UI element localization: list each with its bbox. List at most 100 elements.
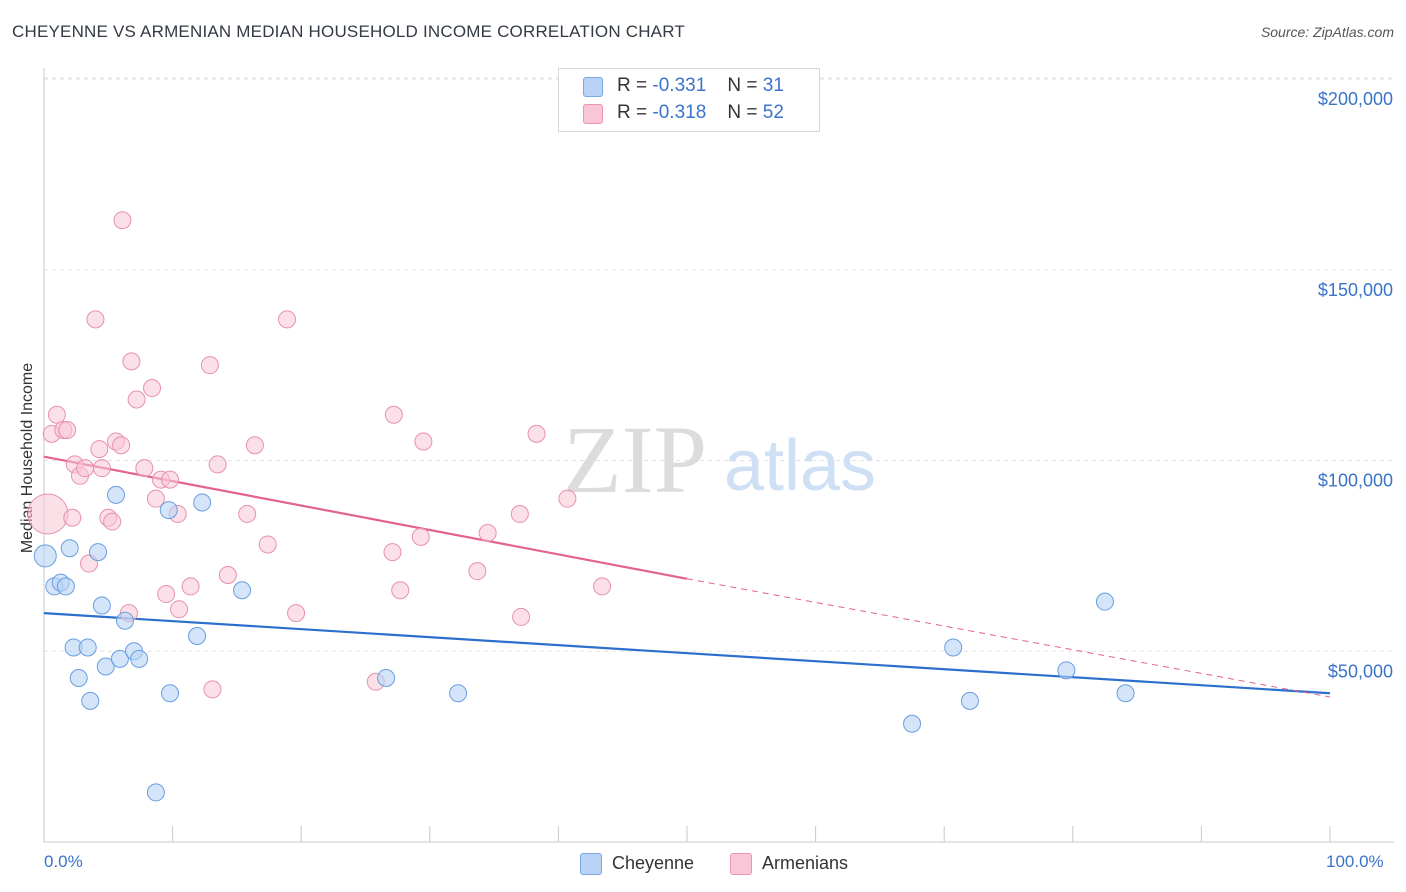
bottom-legend-swatch-armenians — [730, 853, 752, 875]
point-armenians — [127, 390, 146, 409]
point-armenians — [92, 459, 111, 478]
legend-swatch-armenians — [583, 104, 603, 124]
point-armenians — [112, 436, 131, 455]
point-armenians — [58, 421, 77, 440]
point-armenians — [391, 581, 410, 600]
point-cheyenne — [110, 649, 129, 668]
point-armenians — [86, 310, 105, 329]
point-armenians — [218, 565, 237, 584]
point-armenians — [122, 352, 141, 371]
point-cheyenne — [130, 649, 149, 668]
point-armenians — [161, 470, 180, 489]
point-cheyenne — [69, 668, 88, 687]
point-cheyenne — [449, 684, 468, 703]
point-cheyenne — [60, 539, 79, 558]
point-armenians — [143, 379, 162, 398]
point-armenians — [527, 424, 546, 443]
point-cheyenne — [107, 485, 126, 504]
point-armenians — [135, 459, 154, 478]
trend-line-armenians — [43, 455, 688, 580]
watermark-atlas: atlas — [724, 426, 876, 506]
point-armenians — [90, 440, 109, 459]
legend-n-value: 52 — [762, 102, 784, 123]
point-armenians — [170, 600, 189, 619]
point-cheyenne — [116, 611, 135, 630]
axes — [43, 68, 1394, 843]
legend-n-label: N = — [727, 75, 758, 96]
trend-line-cheyenne — [43, 612, 1331, 695]
point-cheyenne — [377, 668, 396, 687]
point-armenians — [181, 577, 200, 596]
point-armenians — [414, 432, 433, 451]
trend-lines — [43, 455, 1331, 698]
point-armenians — [468, 562, 487, 581]
watermark-zip: ZIP — [563, 406, 707, 513]
point-cheyenne — [33, 544, 57, 568]
y-tick-label: $200,000 — [1318, 89, 1393, 109]
point-cheyenne — [146, 783, 165, 802]
point-cheyenne — [233, 581, 252, 600]
point-cheyenne — [1095, 592, 1114, 611]
point-armenians — [383, 543, 402, 562]
point-cheyenne — [92, 596, 111, 615]
legend-r-label: R = — [617, 102, 648, 123]
point-cheyenne — [960, 691, 979, 710]
point-cheyenne — [56, 577, 75, 596]
point-armenians — [76, 459, 95, 478]
point-cheyenne — [193, 493, 212, 512]
y-tick-label: $100,000 — [1318, 471, 1393, 491]
legend-n-label: N = — [727, 102, 758, 123]
point-cheyenne — [89, 543, 108, 562]
point-armenians — [478, 524, 497, 543]
point-cheyenne — [81, 691, 100, 710]
point-armenians — [157, 585, 176, 604]
y-tick-labels: $50,000 $100,000 $150,000 $200,000 — [1318, 89, 1393, 681]
point-armenians — [146, 489, 165, 508]
y-tick-label: $150,000 — [1318, 280, 1393, 300]
point-armenians — [63, 508, 82, 527]
point-cheyenne — [1057, 661, 1076, 680]
point-armenians — [47, 405, 66, 424]
point-cheyenne — [78, 638, 97, 657]
point-armenians — [512, 607, 531, 626]
legend-n-value: 31 — [762, 75, 784, 96]
stats-legend: R = -0.331 N = 31 R = -0.318 N = 52 — [558, 68, 820, 132]
point-cheyenne — [159, 501, 178, 520]
data-points — [27, 211, 1135, 802]
legend-swatch-cheyenne — [583, 77, 603, 97]
point-armenians — [208, 455, 227, 474]
point-armenians — [258, 535, 277, 554]
point-armenians — [593, 577, 612, 596]
point-armenians — [245, 436, 264, 455]
point-armenians — [113, 211, 132, 230]
point-armenians — [287, 604, 306, 623]
x-tick-max: 100.0% — [1326, 852, 1384, 871]
point-cheyenne — [161, 684, 180, 703]
point-armenians — [411, 527, 430, 546]
point-armenians — [238, 504, 257, 523]
bottom-legend-label: Armenians — [762, 853, 849, 873]
point-armenians — [510, 504, 529, 523]
point-cheyenne — [1116, 684, 1135, 703]
chart-title: CHEYENNE VS ARMENIAN MEDIAN HOUSEHOLD IN… — [12, 22, 685, 41]
point-armenians — [103, 512, 122, 531]
x-tick-min: 0.0% — [44, 852, 83, 871]
point-armenians — [384, 405, 403, 424]
gridlines — [44, 77, 1394, 652]
legend-r-value: -0.318 — [652, 102, 707, 123]
point-armenians — [278, 310, 297, 329]
legend-r-label: R = — [617, 75, 648, 96]
point-armenians — [200, 356, 219, 375]
watermark: ZIP atlas — [563, 406, 876, 513]
bottom-legend-swatch-cheyenne — [580, 853, 602, 875]
source-label: Source: ZipAtlas.com — [1260, 24, 1394, 40]
legend-r-value: -0.331 — [652, 75, 707, 96]
point-cheyenne — [96, 657, 115, 676]
bottom-legend-label: Cheyenne — [612, 853, 695, 873]
point-cheyenne — [944, 638, 963, 657]
trend-line-armenians-extension — [686, 578, 1331, 698]
point-armenians — [203, 680, 222, 699]
point-armenians — [558, 489, 577, 508]
point-armenians — [27, 493, 69, 535]
